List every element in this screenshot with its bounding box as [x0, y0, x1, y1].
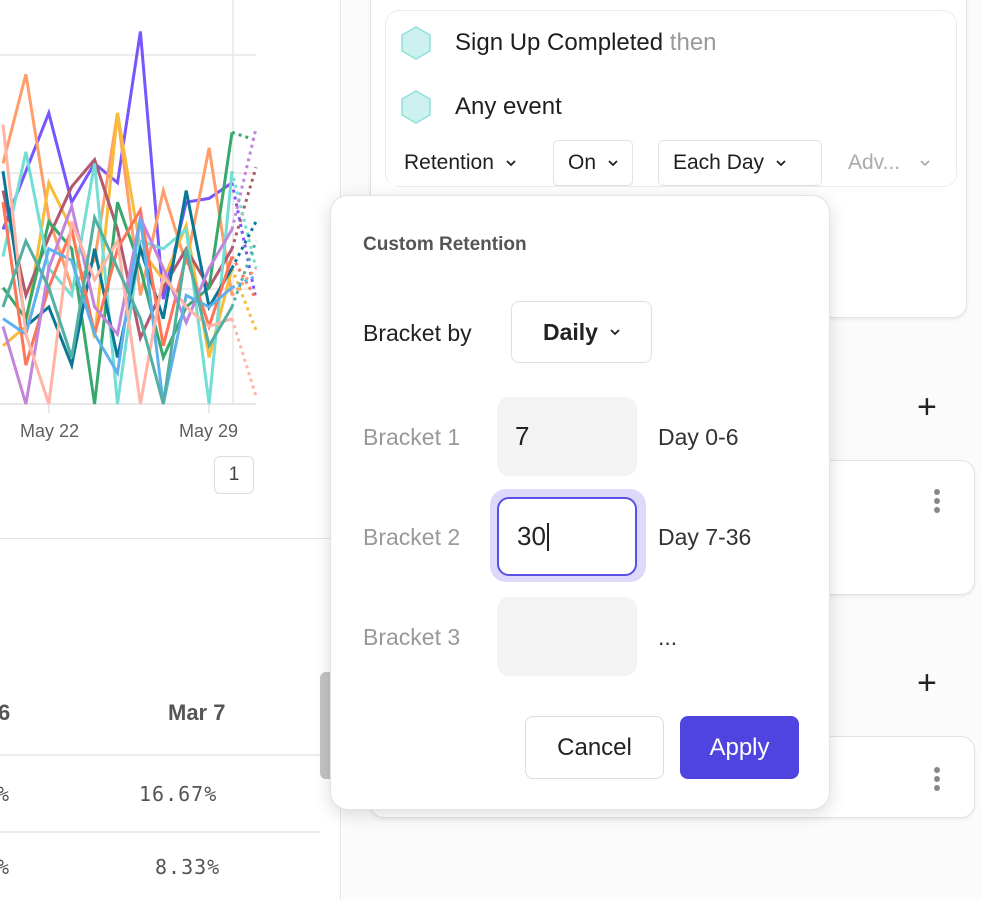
- divider: [0, 754, 320, 756]
- event-hexagon-icon: [401, 90, 431, 124]
- table-cell: %: [0, 855, 10, 879]
- series-projection: [231, 274, 257, 289]
- bracket-range: Day 7-36: [658, 524, 752, 550]
- input-value: 30: [517, 521, 546, 551]
- add-icon[interactable]: +: [917, 388, 937, 426]
- horizontal-scrollbar[interactable]: [320, 672, 332, 779]
- bracket-range: ...: [658, 624, 678, 650]
- series-line: [1, 200, 234, 405]
- chevron-down-icon: [610, 329, 620, 336]
- chevron-down-icon: [608, 160, 618, 167]
- table-cell: %: [0, 782, 10, 806]
- series-projection: [230, 170, 258, 269]
- bracket-3-input[interactable]: [497, 597, 637, 676]
- apply-button[interactable]: Apply: [680, 716, 799, 779]
- series-projection: [230, 240, 258, 308]
- add-icon[interactable]: +: [917, 664, 937, 702]
- bracket-label: Bracket 1: [363, 424, 461, 450]
- bracket-by-label: Bracket by: [363, 320, 472, 346]
- event-connector: then: [669, 29, 717, 56]
- more-options-icon[interactable]: [934, 767, 940, 791]
- series-projection: [230, 318, 258, 397]
- event-name: Sign Up Completed: [455, 29, 664, 56]
- event-name: Any event: [455, 93, 562, 120]
- series-line: [1, 31, 233, 300]
- chevron-down-icon: [506, 160, 516, 167]
- page-number-button[interactable]: 1: [214, 456, 254, 494]
- on-dropdown[interactable]: On: [553, 140, 634, 186]
- retention-line-chart: [0, 0, 258, 413]
- cancel-button[interactable]: Cancel: [525, 716, 664, 779]
- event-row[interactable]: Any event: [401, 90, 562, 124]
- x-tick-label: May 29: [179, 421, 239, 441]
- chart-panel: May 22 May 29 1 6 Mar 7 % 16.67% % 8.33%: [0, 0, 341, 900]
- dropdown-label: Daily: [543, 318, 598, 345]
- dropdown-label: Retention: [404, 151, 494, 174]
- series-line: [2, 217, 233, 405]
- series-projection: [230, 267, 258, 297]
- chevron-down-icon: [776, 160, 786, 167]
- series-projection: [230, 255, 258, 300]
- divider: [0, 538, 340, 539]
- bracket-range: Day 0-6: [658, 424, 739, 450]
- bracket-2-input[interactable]: 30: [497, 497, 637, 576]
- dropdown-label: On: [568, 151, 597, 174]
- bracket-1-input[interactable]: 7: [497, 397, 637, 476]
- divider: [0, 831, 320, 833]
- custom-retention-popup: Custom Retention Bracket by Daily Bracke…: [330, 195, 830, 810]
- event-hexagon-icon: [401, 26, 431, 60]
- series-projection: [230, 220, 258, 269]
- series-line: [1, 212, 234, 405]
- advanced-dropdown[interactable]: Adv...: [833, 140, 945, 186]
- text-cursor: [546, 522, 549, 551]
- bracket-label: Bracket 3: [363, 624, 461, 650]
- series-projection: [230, 182, 258, 300]
- dropdown-label: Adv...: [848, 151, 901, 174]
- event-row[interactable]: Sign Up Completed then: [401, 26, 717, 60]
- series-projection: [230, 128, 258, 230]
- dropdown-label: Each Day: [673, 151, 765, 174]
- bracket-by-dropdown[interactable]: Daily: [511, 301, 652, 363]
- table-cell: 16.67%: [139, 782, 218, 806]
- table-cell: 8.33%: [155, 855, 221, 879]
- retention-type-dropdown[interactable]: Retention: [389, 140, 531, 186]
- more-options-icon[interactable]: [934, 489, 940, 513]
- column-header: Mar 7: [168, 700, 226, 725]
- series-projection: [230, 166, 258, 250]
- chevron-down-icon: [920, 160, 930, 167]
- bracket-label: Bracket 2: [363, 524, 461, 550]
- series-line: [1, 124, 233, 405]
- column-header: 6: [0, 700, 11, 725]
- each-day-dropdown[interactable]: Each Day: [658, 140, 822, 186]
- popup-title: Custom Retention: [363, 234, 527, 255]
- x-tick-label: May 22: [20, 421, 80, 441]
